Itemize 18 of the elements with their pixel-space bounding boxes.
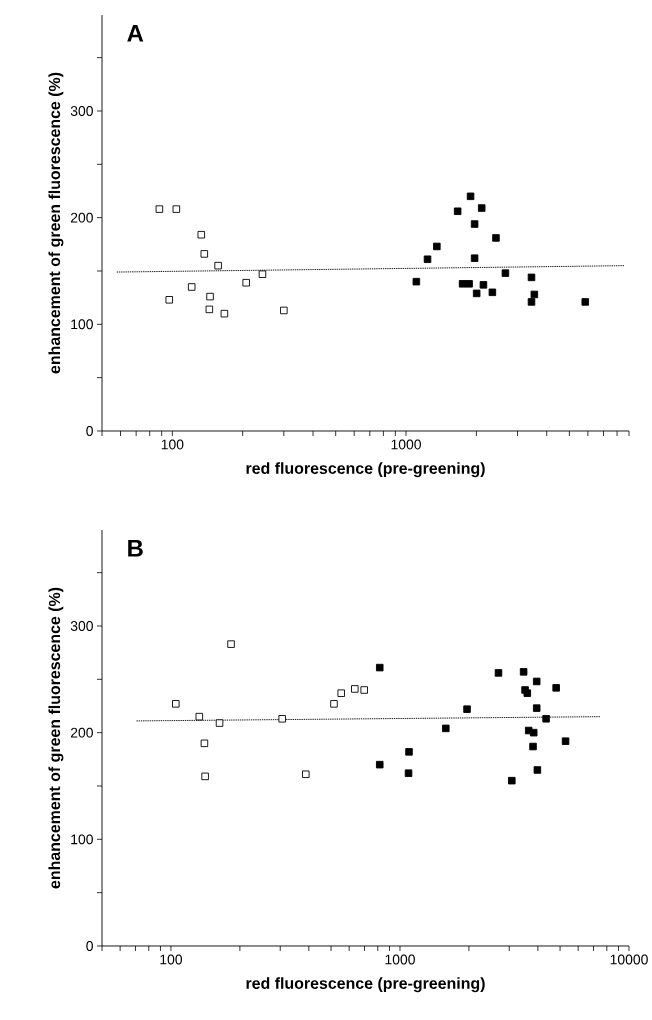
y-tick-label: 300 [70,106,93,116]
x-tick-label: 100 [160,954,183,965]
y-tick-label: 0 [86,941,93,951]
y-tick-label: 300 [70,621,93,631]
y-tick-label: 100 [71,834,93,845]
y-axis-title: enhancement of green fluorescence (%) [48,72,64,374]
x-tick-label: 10000 [610,954,648,965]
y-tick-label: 100 [71,319,93,330]
y-tick-label: 200 [70,212,93,223]
y-tick-label: 200 [70,727,93,738]
x-tick-label: 1000 [391,439,421,450]
y-axis-title: enhancement of green fluorescence (%) [48,587,64,889]
chart-title: B [128,540,143,557]
x-tick-label: 1000 [385,954,415,965]
x-axis-title: red fluorescence (pre-greening) [246,977,485,993]
y-tick-label: 0 [86,426,93,436]
x-axis-title: red fluorescence (pre-greening) [246,462,485,478]
chart-title: A [127,25,144,42]
